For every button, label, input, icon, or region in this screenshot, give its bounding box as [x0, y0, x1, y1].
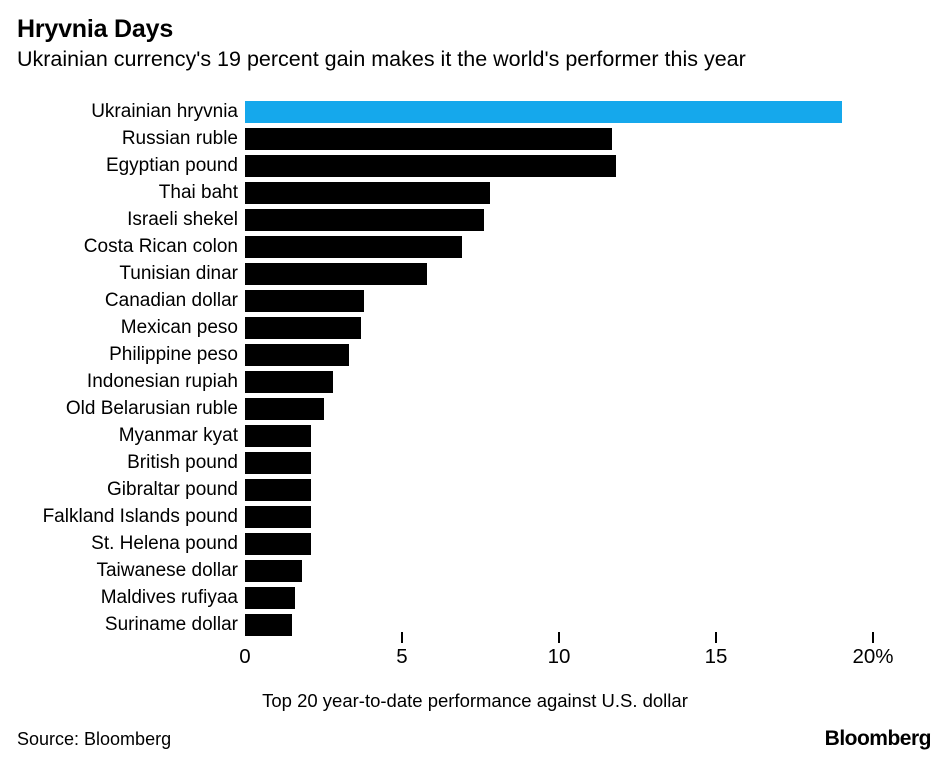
footer: Source: Bloomberg Bloomberg — [17, 727, 932, 751]
chart-row: Mexican peso — [17, 314, 933, 341]
bar-track — [245, 478, 933, 501]
bar — [245, 478, 311, 501]
chart-subtitle: Ukrainian currency's 19 percent gain mak… — [17, 47, 746, 71]
bar-track — [245, 181, 933, 204]
bar-track — [245, 451, 933, 474]
bar-label: Maldives rufiyaa — [100, 587, 238, 608]
bar — [245, 127, 613, 150]
chart-row: British pound — [17, 449, 933, 476]
bar-rows: Ukrainian hryvnia Russian ruble Egyptian p… — [17, 98, 933, 638]
x-axis-tick-label: 15 — [704, 645, 728, 668]
axis-caption: Top 20 year-to-date performance against … — [262, 690, 688, 711]
x-axis-tick-mark — [872, 632, 874, 643]
bar — [245, 424, 311, 447]
bar-label: Philippine peso — [109, 344, 238, 365]
bar-track — [245, 127, 933, 150]
bar — [245, 586, 296, 609]
bar-label: Israeli shekel — [127, 209, 238, 230]
bar — [245, 370, 333, 393]
bar-label: Canadian dollar — [104, 290, 238, 311]
bar-label: St. Helena pound — [91, 533, 238, 554]
bar — [245, 451, 311, 474]
bar-track — [245, 397, 933, 420]
bar-label: Old Belarusian ruble — [65, 398, 238, 419]
x-axis-tick-mark — [715, 632, 717, 643]
bar-label: Taiwanese dollar — [96, 560, 238, 581]
chart-row: Philippine peso — [17, 341, 933, 368]
bar-track — [245, 586, 933, 609]
chart-row: Gibraltar pound — [17, 476, 933, 503]
bar-chart: Ukrainian hryvnia Russian ruble Egyptian p… — [17, 98, 933, 712]
chart-row: Tunisian dinar — [17, 260, 933, 287]
x-axis: 0 5 10 15 20% — [239, 632, 933, 672]
bar-track — [245, 424, 933, 447]
bar-label: Thai baht — [158, 182, 238, 203]
x-axis-tick-label: 10 — [547, 645, 571, 668]
bar-track — [245, 559, 933, 582]
chart-row: Russian ruble — [17, 125, 933, 152]
chart-title: Hryvnia Days — [17, 15, 174, 43]
bar-track — [245, 532, 933, 555]
bar-label: Ukrainian hryvnia — [91, 101, 238, 122]
bar-track — [245, 262, 933, 285]
bar — [245, 154, 616, 177]
source-attribution: Source: Bloomberg — [17, 729, 172, 749]
bar-label: Gibraltar pound — [107, 479, 238, 500]
chart-row: Taiwanese dollar — [17, 557, 933, 584]
chart-row: Costa Rican colon — [17, 233, 933, 260]
bar — [245, 262, 428, 285]
bar — [245, 208, 484, 231]
bar — [245, 613, 293, 636]
bar — [245, 100, 842, 123]
bar-label: Indonesian rupiah — [86, 371, 238, 392]
bar-label: Egyptian pound — [105, 155, 238, 176]
chart-row: Maldives rufiyaa — [17, 584, 933, 611]
bar — [245, 235, 462, 258]
bar-track — [245, 613, 933, 636]
bar-track — [245, 100, 933, 123]
bar — [245, 181, 490, 204]
chart-row: Old Belarusian ruble — [17, 395, 933, 422]
chart-row: Thai baht — [17, 179, 933, 206]
bar — [245, 559, 302, 582]
chart-row: Egyptian pound — [17, 152, 933, 179]
bar-track — [245, 208, 933, 231]
chart-row: Suriname dollar — [17, 611, 933, 638]
bar-track — [245, 343, 933, 366]
chart-row: Indonesian rupiah — [17, 368, 933, 395]
chart-row: Falkland Islands pound — [17, 503, 933, 530]
chart-row: Israeli shekel — [17, 206, 933, 233]
bar-label: Tunisian dinar — [119, 263, 238, 284]
bar-label: Falkland Islands pound — [42, 506, 238, 527]
chart-row: Ukrainian hryvnia — [17, 98, 933, 125]
x-axis-tick-mark — [401, 632, 403, 643]
bar-track — [245, 505, 933, 528]
bar-track — [245, 154, 933, 177]
chart-row: St. Helena pound — [17, 530, 933, 557]
bar — [245, 397, 324, 420]
chart-row: Myanmar kyat — [17, 422, 933, 449]
chart-row: Canadian dollar — [17, 287, 933, 314]
bar — [245, 289, 365, 312]
x-axis-tick-label: 20% — [852, 645, 894, 668]
bar-label: Russian ruble — [121, 128, 238, 149]
x-axis-tick-label: 0 — [239, 645, 251, 668]
bar-track — [245, 316, 933, 339]
bar — [245, 532, 311, 555]
bar-label: Suriname dollar — [104, 614, 238, 635]
bar — [245, 316, 362, 339]
bar-label: Costa Rican colon — [83, 236, 238, 257]
x-axis-tick-label: 5 — [396, 645, 408, 668]
bar-label: Mexican peso — [120, 317, 238, 338]
bar-label: Myanmar kyat — [118, 425, 238, 446]
bar-label: British pound — [127, 452, 238, 473]
bar-track — [245, 370, 933, 393]
bloomberg-logo: Bloomberg — [824, 727, 932, 750]
x-axis-tick-mark — [558, 632, 560, 643]
bar-track — [245, 235, 933, 258]
bar — [245, 505, 311, 528]
bar — [245, 343, 349, 366]
bar-track — [245, 289, 933, 312]
